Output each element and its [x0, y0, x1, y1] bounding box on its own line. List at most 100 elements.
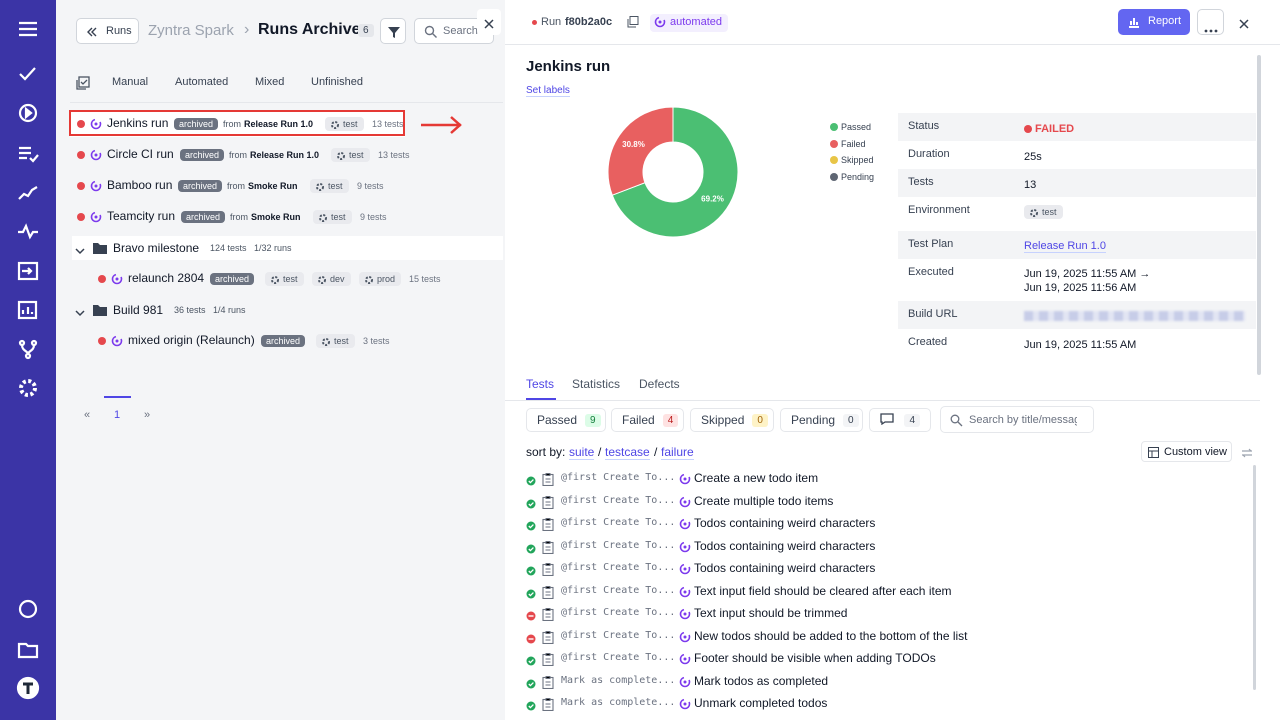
detail-tab[interactable]: Tests [526, 377, 555, 391]
testcase-icon [542, 653, 554, 669]
suite-name: Mark as complete... [561, 674, 676, 686]
filter-button[interactable] [380, 18, 406, 44]
sidebar [0, 0, 56, 720]
pie-slice [611, 106, 739, 238]
chip-label: Pending [791, 413, 836, 427]
filter-chip[interactable]: Pending 0 [780, 408, 863, 432]
field-value: Jun 19, 2025 11:55 AM → [1024, 268, 1151, 280]
type-text: automated [670, 16, 722, 28]
testcase-icon-svg [542, 630, 554, 644]
group-name[interactable]: Build 981 [113, 303, 164, 317]
type-tag: automated [650, 14, 728, 32]
filter-tab[interactable]: Manual [112, 76, 149, 88]
run-name[interactable]: Teamcity run [107, 209, 176, 223]
branch-icon[interactable] [20, 344, 36, 355]
expand-chevron[interactable] [75, 244, 85, 259]
runs-panel: Runs Zyntra Spark › Runs Archive 6 Search Manu… [56, 0, 506, 720]
gear-icon [315, 182, 325, 194]
count-badge: 6 [358, 24, 374, 37]
custom-view-button[interactable]: Custom view [1141, 441, 1232, 462]
runs-icon[interactable] [18, 103, 38, 123]
test-title[interactable]: Todos containing weird characters [694, 516, 876, 530]
expand-chevron[interactable] [75, 306, 85, 321]
report-button[interactable]: Report [1118, 9, 1190, 35]
gear-icon-svg [365, 276, 373, 284]
test-title[interactable]: Create a new todo item [694, 471, 819, 485]
page-next[interactable]: » [144, 409, 151, 421]
close-icon[interactable] [1239, 17, 1249, 32]
folder-icon[interactable] [17, 642, 39, 659]
filter-chip[interactable]: Passed 9 [526, 408, 606, 432]
testcase-icon [542, 630, 554, 647]
select-all-icon-svg [76, 76, 90, 90]
automated-icon-svg [679, 518, 691, 530]
run-name[interactable]: relaunch 2804 [128, 271, 205, 285]
sort-option[interactable]: suite [569, 445, 595, 460]
field-value[interactable]: Release Run 1.0 [1024, 240, 1106, 253]
suite-name: @first Create To... [561, 607, 676, 618]
test-title[interactable]: Mark todos as completed [694, 673, 829, 688]
passed-icon [526, 677, 536, 692]
sort-option[interactable]: failure [661, 445, 694, 460]
test-title[interactable]: Text input should be trimmed [694, 606, 848, 620]
list-scrollbar [1253, 465, 1256, 690]
plans-icon[interactable] [19, 146, 39, 163]
legend-swatch [830, 172, 838, 181]
filter-chip[interactable]: 4 [869, 408, 931, 432]
run-name[interactable]: Circle CI run [107, 147, 174, 161]
filter-chip[interactable]: Skipped 0 [690, 408, 774, 432]
test-title[interactable]: Footer should be visible when adding TOD… [694, 651, 936, 665]
test-title[interactable]: Create multiple todo items [694, 493, 834, 508]
more-button[interactable] [1197, 9, 1224, 35]
detail-tab[interactable]: Defects [639, 377, 680, 391]
filter-chip[interactable]: Failed 4 [611, 408, 684, 432]
test-search[interactable]: Search by title/message [940, 406, 1094, 433]
pulse-icon[interactable] [18, 223, 38, 240]
run-detail: Run f80b2a0c automated Report Jenkins run Set… [505, 0, 1280, 720]
page-prev[interactable]: « [84, 409, 91, 421]
gear-icon [317, 275, 327, 287]
donut-chart: 69.2% 30.8% [607, 106, 739, 238]
close-button[interactable] [477, 9, 501, 35]
legend-swatch [830, 123, 838, 131]
settings-icon[interactable] [19, 379, 37, 397]
test-count: 9 tests [360, 212, 387, 222]
steps-icon[interactable] [18, 186, 38, 200]
divider [70, 102, 503, 103]
passed-icon [526, 497, 536, 512]
tab-divider [505, 400, 1260, 401]
field-value: FAILED [1035, 123, 1075, 135]
test-title[interactable]: New todos should be added to the bottom … [694, 628, 968, 643]
suite-name: @first Create To... [561, 472, 676, 483]
pie-slice [607, 106, 674, 196]
test-title[interactable]: Todos containing weird characters [694, 561, 876, 575]
run-name[interactable]: Jenkins run [107, 116, 169, 130]
page-current[interactable]: 1 [114, 409, 121, 421]
back-button[interactable]: Runs [76, 18, 139, 44]
testcase-icon [542, 540, 554, 557]
copy-icon[interactable] [627, 16, 639, 31]
filter-tab[interactable]: Mixed [255, 76, 285, 88]
test-title[interactable]: Text input field should be cleared after… [694, 583, 952, 598]
menu-icon[interactable] [19, 21, 37, 37]
help-icon[interactable] [18, 599, 38, 619]
import-icon[interactable] [17, 261, 39, 281]
toggle-icon[interactable] [1241, 446, 1253, 461]
check-icon[interactable] [19, 67, 36, 81]
automated-icon [90, 180, 102, 195]
filter-tab[interactable]: Unfinished [311, 76, 363, 88]
set-labels[interactable]: Set labels [526, 85, 570, 97]
report-icon[interactable] [17, 300, 38, 320]
gear-icon [270, 275, 280, 287]
archived-badge: archived [178, 180, 223, 192]
run-name[interactable]: mixed origin (Relaunch) [128, 333, 255, 347]
group-name[interactable]: Bravo milestone [113, 241, 200, 255]
test-title[interactable]: Unmark completed todos [694, 696, 828, 710]
run-name[interactable]: Bamboo run [107, 178, 173, 192]
sort-label: sort by: [526, 445, 566, 459]
comment-icon [880, 412, 894, 428]
test-title[interactable]: Todos containing weird characters [694, 538, 876, 553]
detail-tab[interactable]: Statistics [572, 377, 621, 391]
sort-option[interactable]: testcase [605, 445, 650, 460]
filter-tab[interactable]: Automated [175, 76, 229, 88]
